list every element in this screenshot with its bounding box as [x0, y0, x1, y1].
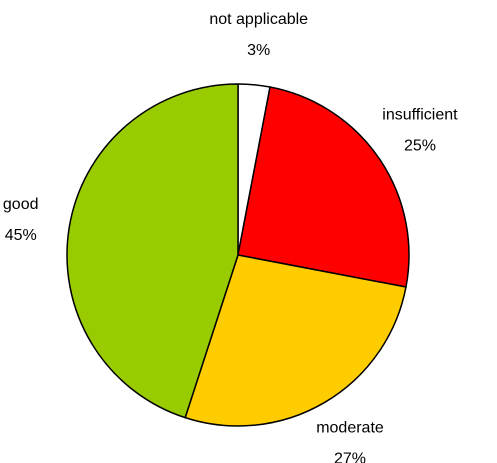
pie-slice: [66, 83, 239, 419]
pie-slice: [237, 86, 410, 288]
slice-value-label: 3%: [247, 42, 270, 59]
slice-label: not applicable: [209, 11, 308, 28]
slice-value-label: 25%: [404, 138, 436, 155]
slice-label: moderate: [316, 420, 384, 437]
pie-slice: [184, 254, 407, 427]
slice-value-label: 27%: [334, 451, 366, 463]
slice-label: insufficient: [382, 107, 458, 124]
slice-value-label: 45%: [5, 227, 37, 244]
slice-label: good: [3, 196, 39, 213]
